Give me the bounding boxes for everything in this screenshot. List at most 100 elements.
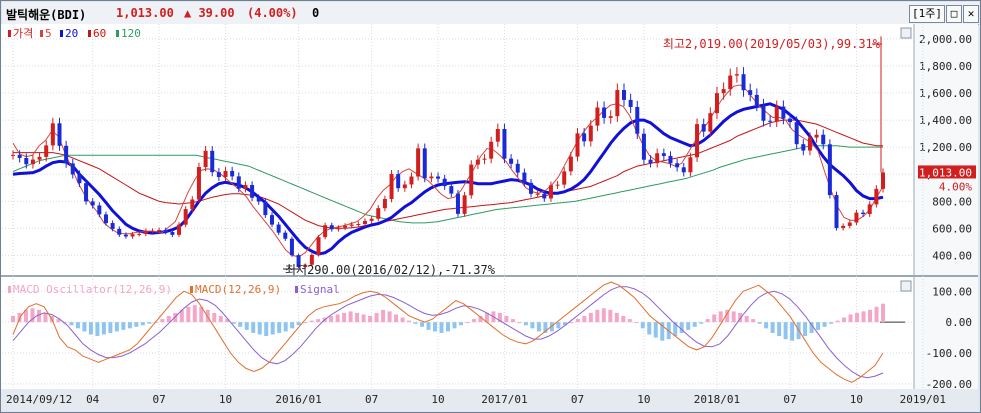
candle-body (675, 163, 680, 168)
minimize-icon[interactable]: □ (946, 5, 962, 23)
macd-oscillator-bar (342, 312, 347, 323)
price-y-tick-label: 800.00 (932, 195, 972, 208)
volume-value: 0 (312, 6, 320, 20)
candle-body (396, 174, 401, 189)
candle-body (568, 156, 573, 172)
macd-oscillator-bar (822, 322, 827, 327)
candle-body (283, 232, 288, 239)
candle-body (748, 90, 753, 95)
candle-body (196, 167, 201, 200)
macd-oscillator-bar (627, 319, 632, 323)
x-tick-label: 10 (850, 393, 863, 406)
macd-oscillator-bar (374, 312, 379, 323)
macd-oscillator-bar (809, 322, 814, 333)
macd-oscillator-bar (848, 314, 853, 323)
candle-body (562, 171, 567, 185)
macd-y-tick-label: 100.00 (932, 285, 972, 298)
price-legend-2: 20 (65, 27, 78, 40)
macd-oscillator-bar (861, 311, 866, 323)
candle-body (97, 205, 102, 215)
macd-oscillator-bar (283, 322, 288, 332)
macd-oscillator-bar (309, 320, 314, 323)
candle-body (329, 225, 334, 230)
candle-body (382, 198, 387, 209)
x-tick-label: 2018/01 (694, 393, 740, 406)
macd-oscillator-bar (471, 319, 476, 323)
candle-body (270, 215, 275, 225)
macd-oscillator-bar (764, 322, 769, 329)
macd-oscillator-bar (517, 322, 522, 324)
macd-oscillator-bar (829, 322, 834, 324)
macd-oscillator-bar (231, 322, 236, 324)
macd-oscillator-bar (446, 322, 450, 332)
candle-body (761, 105, 766, 121)
macd-oscillator-bar (744, 316, 749, 323)
candle-body (203, 150, 208, 168)
candle-body (814, 134, 819, 138)
candle-body (90, 201, 95, 206)
macd-oscillator-bar (634, 322, 639, 324)
macd-oscillator-bar (179, 309, 184, 323)
candle-body (641, 133, 646, 160)
macd-oscillator-bar (413, 322, 418, 324)
macd-oscillator-bar (257, 322, 262, 335)
x-tick-label: 2017/01 (481, 393, 527, 406)
candle-body (708, 113, 713, 132)
candle-body (336, 227, 341, 230)
macd-oscillator-bar (147, 322, 152, 324)
candle-body (582, 133, 587, 142)
macd-oscillator-bar (504, 316, 509, 323)
macd-legend-2: Signal (300, 283, 340, 296)
candle-body (469, 164, 474, 196)
candle-body (44, 145, 49, 157)
candle-body (123, 234, 128, 237)
macd-oscillator-bar (199, 306, 204, 323)
macd-oscillator-bar (842, 317, 847, 323)
candle-body (628, 99, 633, 107)
macd-oscillator-bar (660, 322, 665, 341)
candle-body (714, 93, 719, 114)
period-button[interactable]: [1주] (909, 5, 945, 23)
macd-oscillator-bar (381, 309, 386, 323)
price-legend-4: 120 (121, 27, 141, 40)
candle-body (230, 170, 235, 177)
instrument-name: 발틱해운(BDI) (6, 8, 87, 22)
candle-body (701, 124, 706, 132)
macd-oscillator-bar (426, 322, 431, 330)
macd-oscillator-bar (335, 314, 340, 323)
candle-body (588, 125, 593, 142)
candle-body (289, 238, 294, 256)
candle-body (535, 193, 540, 195)
macd-oscillator-bar (166, 316, 171, 323)
macd-oscillator-bar (439, 322, 444, 333)
macd-oscillator-bar (497, 312, 502, 323)
candle-body (11, 154, 15, 156)
close-icon[interactable]: ✕ (963, 5, 979, 23)
candle-body (788, 118, 793, 123)
candle-body (695, 124, 700, 158)
candle-body (243, 185, 248, 189)
macd-oscillator-bar (582, 316, 587, 323)
candle-body (608, 116, 613, 118)
macd-oscillator-bar (458, 322, 463, 326)
price-y-tick-label: 600.00 (932, 222, 972, 235)
macd-signal-line (12, 286, 884, 379)
candle-body (768, 120, 773, 122)
macd-oscillator-bar (348, 311, 353, 323)
macd-legend-1: MACD(12,26,9) (195, 283, 281, 296)
candle-body (117, 228, 122, 235)
candle-body (555, 184, 560, 186)
macd-oscillator-bar (88, 322, 93, 335)
macd-oscillator-bar (225, 319, 230, 323)
price-change-percent: (4.00%) (247, 6, 298, 20)
macd-oscillator-bar (121, 322, 126, 330)
x-tick-label: 2014/09/12 (6, 393, 72, 406)
macd-oscillator-bar (36, 309, 41, 323)
candle-body (668, 155, 673, 164)
candle-body (30, 159, 35, 165)
price-pane-collapse-icon[interactable] (900, 27, 912, 39)
candle-body (774, 106, 779, 122)
candle-body (250, 185, 255, 198)
macd-oscillator-bar (400, 317, 405, 323)
macd-pane-collapse-icon[interactable] (900, 280, 912, 292)
